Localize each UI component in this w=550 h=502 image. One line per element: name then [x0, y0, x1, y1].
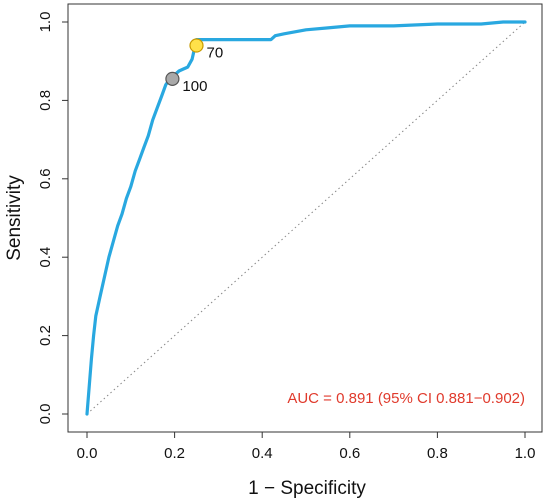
x-axis-title: 1 − Specificity [248, 478, 366, 499]
cutoff-point-label: 70 [207, 45, 224, 62]
y-tick-label: 0.2 [37, 325, 54, 346]
cutoff-point-label: 100 [182, 78, 207, 95]
x-tick-label: 1.0 [515, 445, 536, 462]
plot-frame [67, 3, 543, 433]
y-tick-label: 0.8 [37, 90, 54, 111]
x-axis: 0.0 0.2 0.4 0.6 0.8 1.0 [77, 432, 536, 462]
x-tick-label: 0.6 [339, 445, 360, 462]
y-tick-label: 0.4 [37, 247, 54, 268]
x-tick-label: 0.8 [427, 445, 448, 462]
x-tick-label: 0.0 [77, 445, 98, 462]
y-tick-label: 1.0 [37, 12, 54, 33]
y-tick-label: 0.0 [37, 404, 54, 425]
x-tick-label: 0.4 [252, 445, 273, 462]
y-tick-label: 0.6 [37, 168, 54, 189]
y-axis: 0.0 0.2 0.4 0.6 0.8 1.0 [37, 12, 68, 425]
reference-diagonal-line [86, 21, 526, 415]
cutoff-point-marker [189, 38, 204, 53]
cutoff-point-marker [165, 71, 180, 86]
auc-annotation: AUC = 0.891 (95% CI 0.881−0.902) [287, 390, 525, 407]
x-tick-label: 0.2 [164, 445, 185, 462]
y-axis-title: Sensitivity [4, 175, 25, 261]
